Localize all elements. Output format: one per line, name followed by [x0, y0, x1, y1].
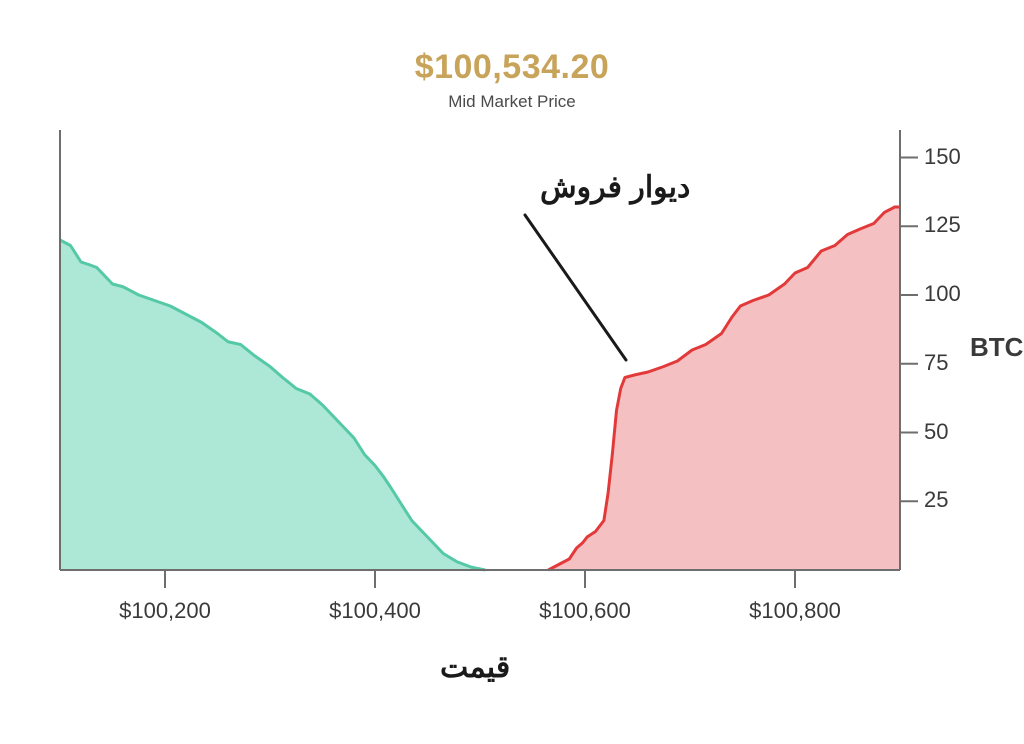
- y-tick-label: 150: [924, 144, 961, 170]
- x-tick-label: $100,200: [105, 598, 225, 624]
- asks-area: [548, 207, 900, 570]
- sell-wall-annotation: دیوار فروش: [540, 170, 690, 205]
- y-axis-label: BTC: [970, 332, 1023, 363]
- y-tick-label: 100: [924, 281, 961, 307]
- x-tick-label: $100,400: [315, 598, 435, 624]
- x-tick-label: $100,800: [735, 598, 855, 624]
- depth-chart: [0, 0, 1024, 744]
- y-tick-label: 125: [924, 212, 961, 238]
- y-tick-label: 50: [924, 419, 948, 445]
- x-tick-label: $100,600: [525, 598, 645, 624]
- annotation-line: [525, 215, 626, 360]
- chart-container: $100,534.20 Mid Market Price دیوار فروش …: [0, 0, 1024, 744]
- bids-area: [60, 240, 485, 570]
- y-tick-label: 75: [924, 350, 948, 376]
- x-axis-label: قیمت: [440, 650, 510, 685]
- y-tick-label: 25: [924, 487, 948, 513]
